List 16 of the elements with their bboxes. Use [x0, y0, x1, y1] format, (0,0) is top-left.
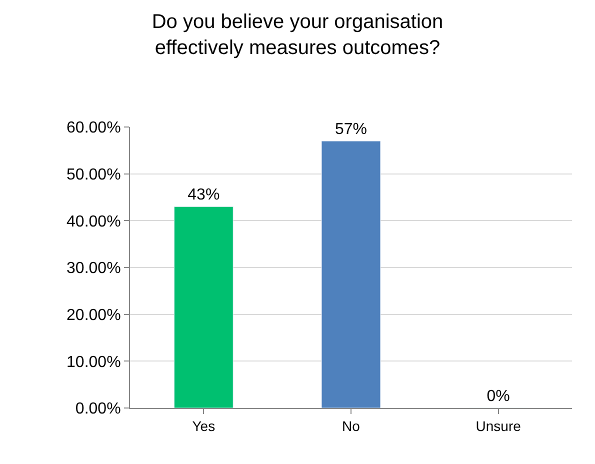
y-tick-label: 0.00%: [75, 400, 121, 418]
bar: [174, 206, 234, 408]
y-tick-label: 30.00%: [66, 260, 121, 278]
data-label: 57%: [334, 121, 368, 138]
chart-title: Do you believe your organisation effectively measures outcomes?: [152, 10, 444, 59]
bar: [321, 140, 381, 408]
data-label: 0%: [486, 388, 510, 405]
x-tick-label: No: [342, 418, 360, 434]
x-tick-label: Yes: [192, 418, 216, 434]
y-tick-label: 20.00%: [66, 306, 121, 324]
y-tick-label: 60.00%: [66, 120, 121, 137]
y-tick-label: 10.00%: [66, 354, 121, 371]
y-tick-label: 40.00%: [66, 213, 121, 230]
x-tick-label: Unsure: [476, 418, 522, 434]
data-label: 43%: [188, 186, 220, 204]
y-tick-label: 50.00%: [66, 166, 121, 184]
